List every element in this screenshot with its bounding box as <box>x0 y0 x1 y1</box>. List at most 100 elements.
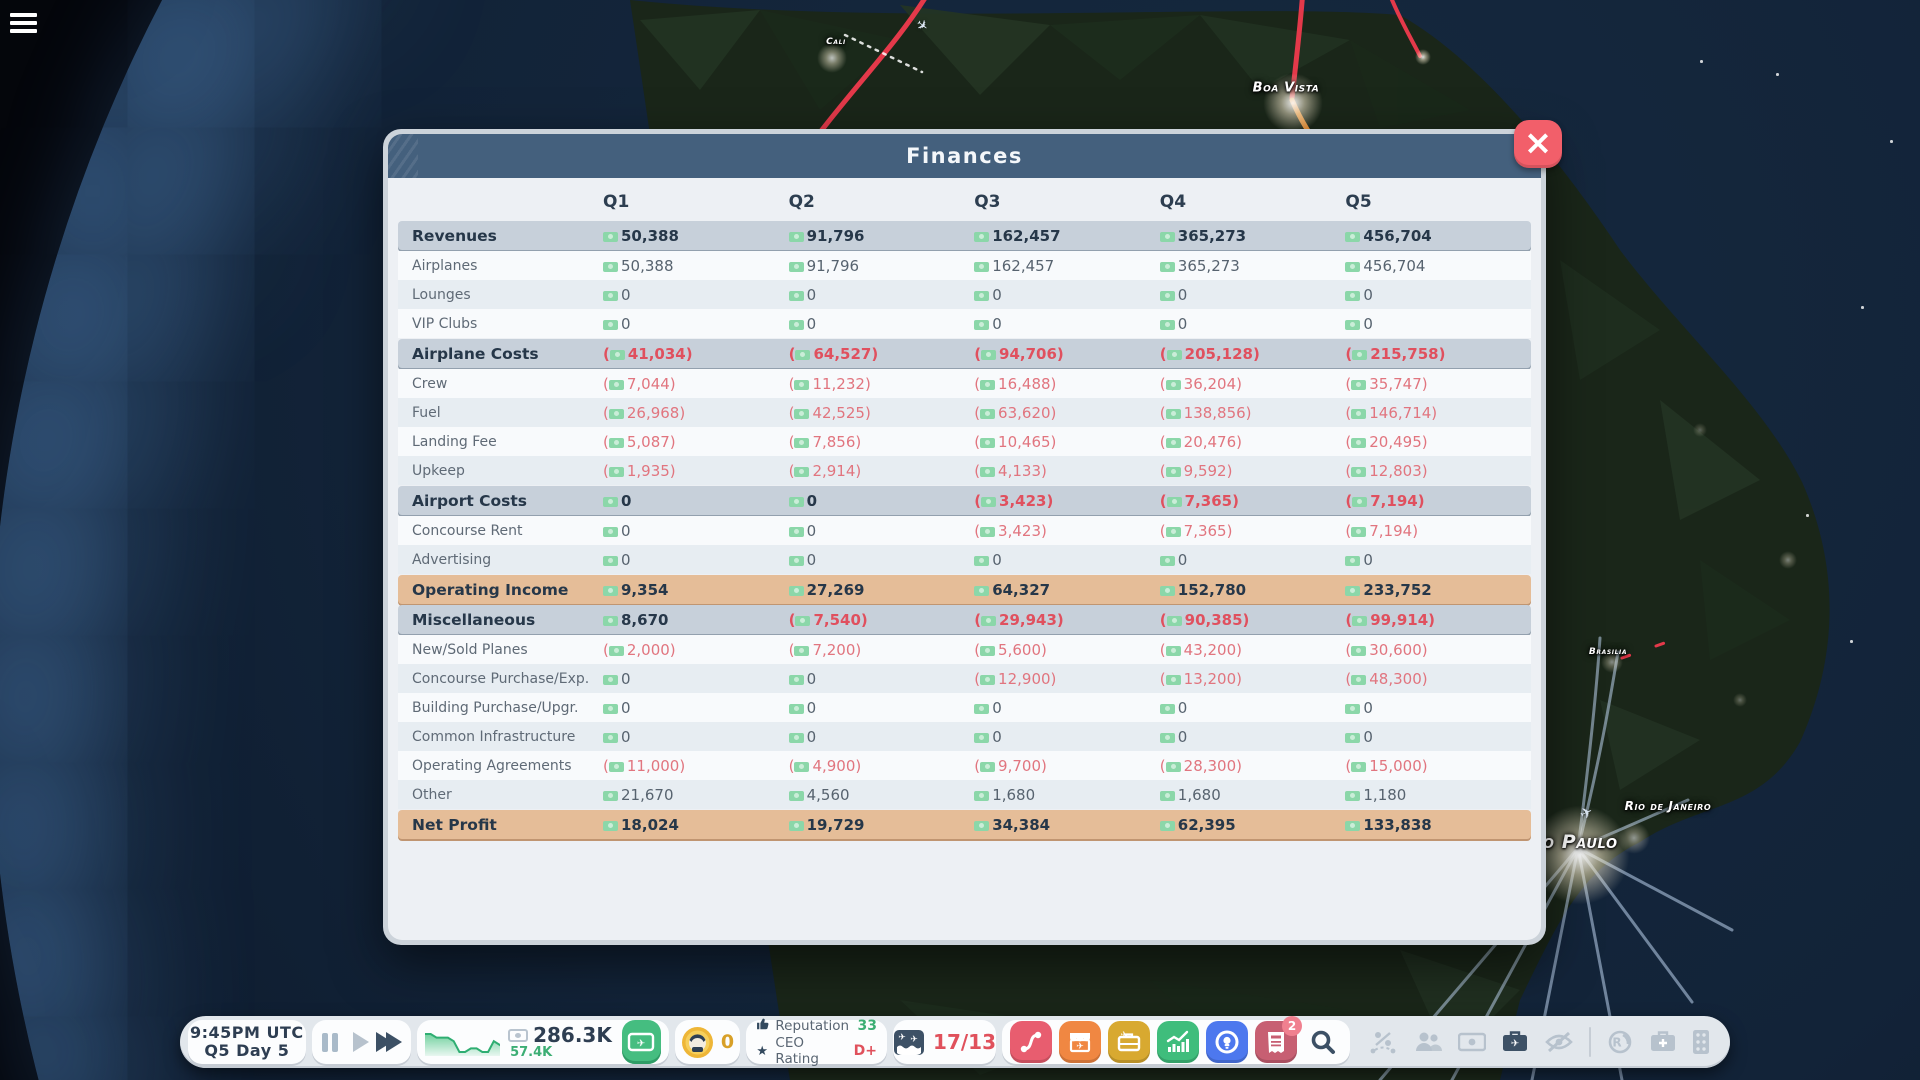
world-r-icon[interactable]: R <box>1606 1029 1634 1055</box>
dialog-header: Finances <box>388 134 1541 178</box>
dialog-title: Finances <box>906 144 1023 168</box>
cash-icon <box>788 790 804 801</box>
ledger-strip-icon[interactable] <box>1692 1029 1710 1055</box>
cash-icon <box>1166 615 1182 626</box>
fleet-panel[interactable]: ✈ ✈ 17/13 <box>893 1020 996 1064</box>
pause-button[interactable] <box>320 1032 340 1052</box>
map-label-cali: Cali <box>826 37 846 47</box>
cash-icon <box>608 466 624 477</box>
cash-icon <box>603 674 618 685</box>
briefcase-button[interactable]: ✈ <box>1108 1021 1150 1063</box>
finance-row-other: Other 21,670 4,560 1,680 1,680 1,180 <box>398 780 1531 809</box>
search-icon <box>1311 1030 1335 1054</box>
reputation-panel[interactable]: Reputation 33 ★ CEO Rating D+ <box>746 1017 888 1067</box>
cash-icon <box>1352 496 1368 507</box>
svg-text:✈: ✈ <box>1121 1030 1128 1039</box>
cash-icon <box>1351 466 1367 477</box>
staff-icon[interactable] <box>1413 1030 1443 1054</box>
cash-icon <box>603 820 618 831</box>
cash-icon <box>794 645 810 656</box>
cash-icon <box>1345 732 1361 743</box>
cash-icon <box>788 496 804 507</box>
coins-value: 0 <box>720 1031 735 1053</box>
ideas-button[interactable] <box>1206 1021 1248 1063</box>
cash-icon <box>788 526 804 537</box>
cash-action-button[interactable]: ✈ <box>621 1020 661 1064</box>
cash-icon <box>980 379 996 390</box>
cash-icon <box>974 290 990 301</box>
close-button[interactable]: × <box>1514 120 1562 168</box>
cash-icon <box>788 820 804 831</box>
cash-icon <box>788 231 804 242</box>
finance-row-crew: Crew(7,044)(11,232)(16,488)(36,204)(35,7… <box>398 369 1531 398</box>
close-icon: × <box>1523 122 1553 163</box>
briefcase-plane-icon[interactable]: ✈ <box>1501 1030 1529 1054</box>
cash-icon <box>974 820 990 831</box>
clock-time: 9:45PM UTC <box>189 1022 304 1042</box>
menu-button[interactable] <box>10 9 42 35</box>
star <box>1861 306 1864 309</box>
hide-eye-icon[interactable] <box>1544 1030 1574 1054</box>
reputation-label: Reputation <box>775 1017 850 1034</box>
cash-icon <box>974 261 990 272</box>
cash-icon <box>788 674 804 685</box>
cash-icon <box>603 319 618 330</box>
cash-icon <box>980 408 996 419</box>
cash-icon <box>1345 261 1361 272</box>
cash-icon <box>1159 790 1175 801</box>
cash-icon <box>794 761 810 772</box>
svg-text:✈: ✈ <box>898 1033 906 1043</box>
cash-icon <box>1345 703 1361 714</box>
statistics-button[interactable] <box>1157 1021 1199 1063</box>
cash-icon <box>1345 231 1361 242</box>
cash-icon <box>795 349 811 360</box>
banknote-icon[interactable] <box>1458 1032 1486 1052</box>
finance-row-concourse-rent: Concourse Rent 0 0(3,423)(7,365)(7,194) <box>398 516 1531 545</box>
fast-forward-button[interactable] <box>376 1032 403 1052</box>
map-label-boa-vista: Boa Vista <box>1252 80 1320 96</box>
marketplace-button[interactable]: ✈ <box>1059 1021 1101 1063</box>
cash-icon <box>788 261 804 272</box>
finance-table: Q1 Q2 Q3 Q4 Q5 Revenues 50,388 91,796 162,457 365… <box>398 184 1531 839</box>
cash-icon <box>795 615 811 626</box>
cash-icon <box>1159 555 1175 566</box>
cash-icon <box>974 319 990 330</box>
cash-icon <box>980 526 996 537</box>
cash-icon <box>1345 319 1361 330</box>
briefcase-icon: ✈ <box>1117 1030 1141 1052</box>
bottom-toolbar: 9:45PM UTC Q5 Day 5 286.3K 57.4K ✈ <box>180 1016 1730 1068</box>
coins-panel[interactable]: 0 <box>674 1020 741 1064</box>
route-percent-icon[interactable] <box>1368 1029 1398 1055</box>
playback-controls <box>311 1020 411 1064</box>
ceo-rating-label: CEO Rating <box>775 1035 819 1067</box>
clock-panel[interactable]: 9:45PM UTC Q5 Day 5 <box>188 1020 306 1064</box>
finance-row-building-purchase-upgr-: Building Purchase/Upgr. 0 0 0 0 0 <box>398 693 1531 722</box>
newspaper-button[interactable]: 2 <box>1255 1016 1302 1063</box>
hangar-icon: ✈ ✈ <box>894 1030 925 1055</box>
finance-row-airplane-costs: Airplane Costs(41,034)(64,527)(94,706)(2… <box>398 339 1531 368</box>
cash-icon <box>1159 290 1175 301</box>
cash-icon <box>794 408 810 419</box>
cash-sparkline <box>424 1033 501 1056</box>
cash-icon <box>794 466 810 477</box>
cash-icon <box>1351 674 1367 685</box>
star <box>1850 640 1853 643</box>
star <box>1700 60 1703 63</box>
cash-icon <box>788 319 804 330</box>
cash-icon <box>980 674 996 685</box>
cash-icon <box>1352 615 1368 626</box>
money-panel[interactable]: 286.3K 57.4K ✈ <box>416 1020 669 1064</box>
ideas-icon <box>1215 1030 1239 1054</box>
routes-button[interactable] <box>1010 1021 1052 1063</box>
search-button[interactable] <box>1304 1021 1342 1063</box>
cash-icon <box>608 645 624 656</box>
star <box>1776 73 1779 76</box>
finance-row-airplanes: Airplanes 50,388 91,796 162,457 365,273 456,7… <box>398 251 1531 280</box>
play-button[interactable] <box>353 1032 370 1052</box>
cash-icon <box>1165 761 1181 772</box>
map-label-rio-de-janeiro: Rio de Janeiro <box>1624 799 1712 813</box>
star <box>1890 140 1893 143</box>
cash-icon <box>794 437 810 448</box>
briefcase-plus-icon[interactable] <box>1649 1030 1677 1054</box>
